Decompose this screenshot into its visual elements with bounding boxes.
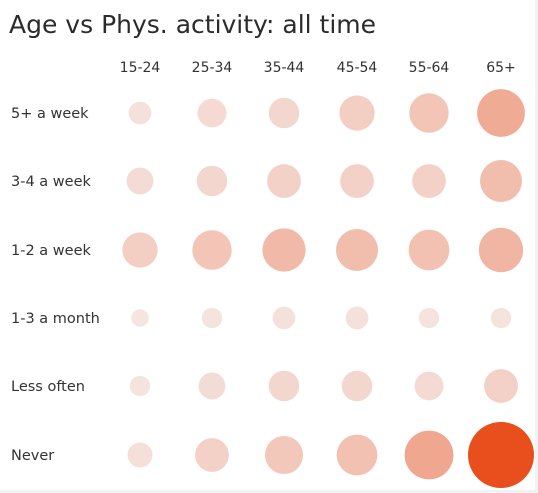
row-label: 3-4 a week bbox=[11, 174, 91, 190]
column-label: 55-64 bbox=[409, 60, 450, 76]
bubble bbox=[336, 434, 378, 476]
row-label: Never bbox=[11, 448, 54, 464]
column-label: 15-24 bbox=[120, 60, 161, 76]
row-label: 5+ a week bbox=[11, 106, 89, 122]
bubble bbox=[490, 307, 512, 329]
bubble bbox=[127, 442, 153, 468]
column-label: 35-44 bbox=[264, 60, 305, 76]
bubble bbox=[408, 229, 450, 271]
bubble bbox=[418, 307, 440, 329]
row-label: Less often bbox=[11, 379, 85, 395]
bubble bbox=[336, 229, 378, 271]
bubble bbox=[267, 164, 301, 198]
bubble bbox=[122, 232, 158, 268]
bubble bbox=[404, 430, 454, 480]
bubble bbox=[414, 371, 444, 401]
bubble bbox=[477, 89, 525, 137]
bubble bbox=[192, 230, 232, 270]
bubble bbox=[468, 422, 534, 488]
bubble bbox=[262, 228, 306, 272]
bubble bbox=[409, 93, 449, 133]
column-label: 65+ bbox=[486, 60, 516, 76]
bubble bbox=[268, 370, 300, 402]
bubble bbox=[196, 165, 228, 197]
bubble bbox=[412, 164, 446, 198]
bubble bbox=[345, 306, 369, 330]
bubble bbox=[484, 369, 518, 403]
bubble bbox=[198, 372, 226, 400]
bubble bbox=[126, 167, 154, 195]
bubble bbox=[340, 164, 374, 198]
bubble bbox=[131, 309, 149, 327]
column-label: 45-54 bbox=[337, 60, 378, 76]
bubble bbox=[201, 307, 223, 329]
bubble bbox=[480, 160, 522, 202]
bubble bbox=[478, 227, 524, 273]
bubble bbox=[197, 98, 227, 128]
row-label: 1-3 a month bbox=[11, 311, 100, 327]
bubble bbox=[264, 435, 304, 475]
bubble bbox=[128, 101, 152, 125]
bubble bbox=[195, 438, 229, 472]
bubble bbox=[268, 97, 300, 129]
chart-title: Age vs Phys. activity: all time bbox=[9, 10, 377, 39]
bubble bbox=[129, 375, 151, 397]
bubble bbox=[341, 370, 373, 402]
column-label: 25-34 bbox=[192, 60, 233, 76]
bubble bbox=[339, 95, 375, 131]
row-label: 1-2 a week bbox=[11, 243, 91, 259]
bubble bbox=[272, 306, 296, 330]
